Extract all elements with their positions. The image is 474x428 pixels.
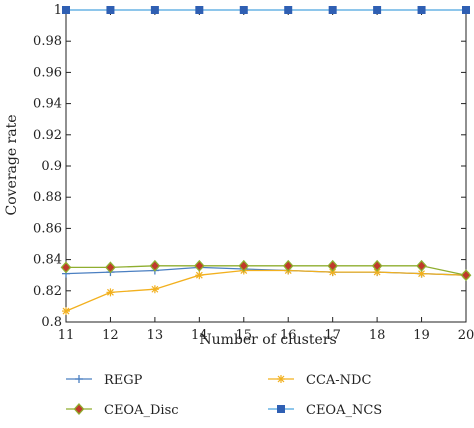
y-tick-label: 0.94 (33, 97, 62, 112)
legend-item: CCA-NDC (268, 373, 371, 388)
legend-label: CEOA_Disc (104, 403, 179, 418)
square-marker (417, 6, 426, 14)
x-axis-title: Number of clusters (199, 332, 336, 348)
asterisk-marker (62, 307, 70, 316)
series-line (65, 266, 467, 276)
y-tick-label: 0.82 (33, 284, 62, 299)
asterisk-marker (195, 271, 204, 280)
diamond-marker (282, 259, 294, 272)
y-tick-label: 0.92 (33, 128, 62, 143)
y-axis: 0.8 0.82 0.84 0.86 0.88 0.9 0.92 0.94 0.96 0.98 1 (33, 3, 466, 330)
diamond-marker (371, 259, 383, 272)
diamond-marker (327, 259, 339, 272)
y-tick-label: 1 (54, 3, 62, 18)
series-line (66, 265, 467, 276)
y-tick-label: 0.86 (33, 221, 62, 236)
x-axis: 11 12 13 14 15 16 17 18 19 20 (58, 10, 474, 343)
legend-label: REGP (104, 373, 143, 388)
plus-marker (75, 375, 83, 383)
diamond-marker (238, 259, 250, 272)
square-marker (373, 6, 382, 14)
x-tick-label: 14 (191, 328, 208, 343)
x-tick-label: 13 (147, 328, 164, 343)
square-marker (106, 6, 115, 14)
square-marker (277, 405, 285, 413)
asterisk-marker (106, 288, 115, 297)
x-tick-label: 16 (280, 328, 297, 343)
square-marker (150, 6, 159, 14)
y-tick-label: 0.88 (33, 190, 62, 205)
asterisk-marker (277, 375, 285, 383)
diamond-marker (60, 261, 72, 274)
square-marker (239, 6, 248, 14)
diamond-marker (416, 259, 427, 272)
square-marker (328, 6, 337, 14)
diamond-marker (193, 259, 205, 272)
plot-border (65, 9, 467, 323)
series-line (65, 269, 467, 312)
square-marker (462, 6, 470, 14)
asterisk-marker (150, 285, 159, 294)
y-tick-label: 0.98 (33, 34, 62, 49)
series-cca-ndc (62, 266, 470, 316)
asterisk-marker (328, 268, 337, 277)
diamond-marker (73, 403, 85, 415)
x-tick-label: 17 (324, 328, 341, 343)
legend-item: CEOA_NCS (268, 403, 382, 418)
x-tick-label: 15 (236, 328, 253, 343)
series-ceoa-disc (60, 259, 472, 282)
x-tick-label: 11 (58, 328, 75, 343)
series-layer (60, 6, 472, 316)
legend-item: CEOA_Disc (66, 403, 179, 418)
square-marker (284, 6, 293, 14)
series-ceoa-ncs (62, 6, 470, 14)
x-tick-label: 20 (458, 328, 474, 343)
y-tick-label: 0.9 (41, 159, 62, 174)
y-axis-title: Coverage rate (4, 114, 20, 215)
x-tick-label: 12 (102, 328, 119, 343)
legend-item: REGP (66, 373, 143, 388)
square-marker (62, 6, 70, 14)
legend: REGP CCA-NDC CEOA_Disc CEOA_NCS (66, 373, 382, 418)
x-tick-label: 19 (413, 328, 430, 343)
plot-area (65, 9, 467, 323)
y-tick-label: 0.8 (41, 315, 62, 330)
y-tick-label: 0.84 (33, 253, 62, 268)
legend-label: CEOA_NCS (306, 403, 382, 418)
x-tick-label: 18 (369, 328, 386, 343)
diamond-marker (105, 261, 116, 274)
diamond-marker (149, 259, 161, 272)
y-tick-label: 0.96 (33, 65, 62, 80)
square-marker (195, 6, 204, 14)
diamond-marker (460, 269, 472, 282)
legend-label: CCA-NDC (306, 373, 371, 388)
